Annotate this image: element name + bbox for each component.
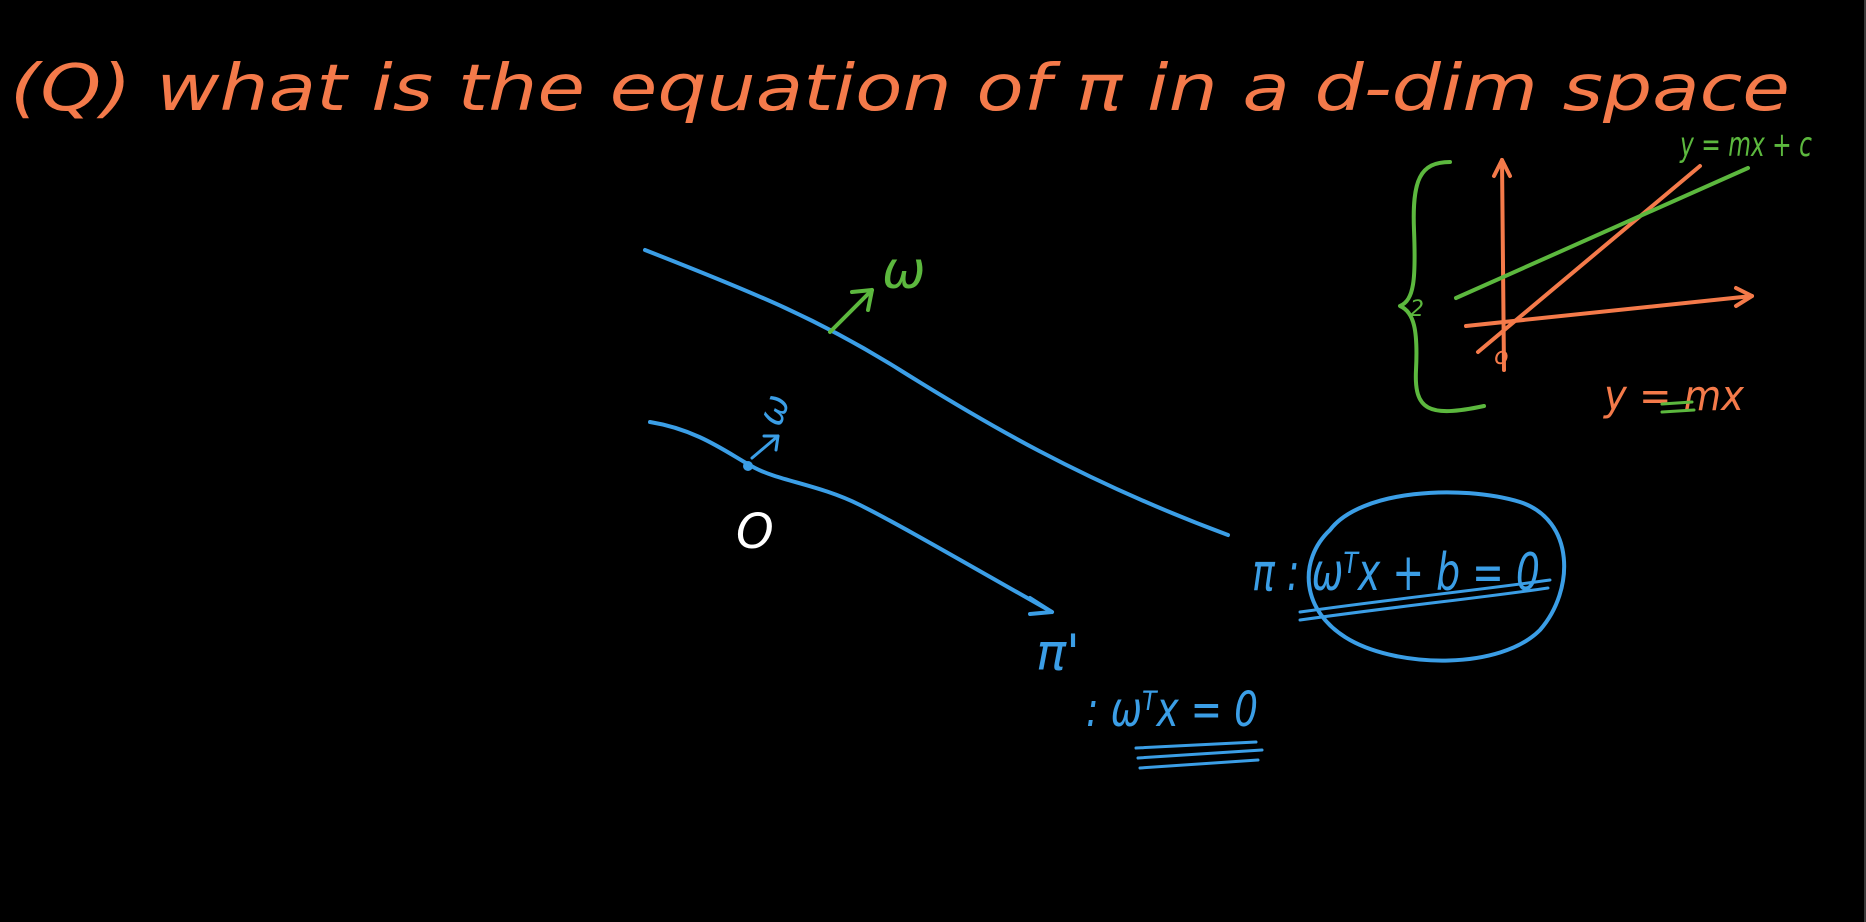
small-normal-label: ω (750, 389, 799, 431)
question-heading: (Q) what is the equation of π in a d-dim… (10, 52, 1790, 126)
plane-pi-prime-arrowhead (1028, 596, 1054, 616)
plane-pi-prime-label: π' (1036, 624, 1080, 682)
inset-brace (1398, 160, 1486, 414)
inset-x-axis (1464, 286, 1754, 328)
origin-point (743, 461, 753, 471)
plane-pi-equation: π : ωᵀx + b = 0 (1252, 543, 1540, 603)
plane-pi-prime-underline (1134, 740, 1264, 770)
inset-line-through-origin (1476, 164, 1702, 354)
window-edge (1864, 0, 1866, 922)
plane-pi-circle (1306, 490, 1567, 663)
small-normal-arrow (750, 434, 780, 460)
plane-pi-prime-equation: : ωᵀx = 0 (1086, 682, 1258, 738)
normal-vector-arrow (828, 288, 874, 334)
origin-label: O (736, 504, 774, 560)
plane-pi-underline (1298, 578, 1552, 622)
inset-brace-label: 2 (1410, 297, 1424, 322)
inset-m-underline (1660, 400, 1696, 414)
plane-pi-prime-line (648, 420, 1054, 614)
plane-pi-line (643, 248, 1230, 537)
inset-line-with-intercept-label: y = mx + c (1679, 125, 1812, 165)
inset-y-axis (1492, 158, 1512, 372)
inset-origin-mark: o (1494, 342, 1509, 370)
inset-line-with-intercept (1454, 166, 1750, 300)
normal-vector-label: ω (882, 241, 926, 301)
